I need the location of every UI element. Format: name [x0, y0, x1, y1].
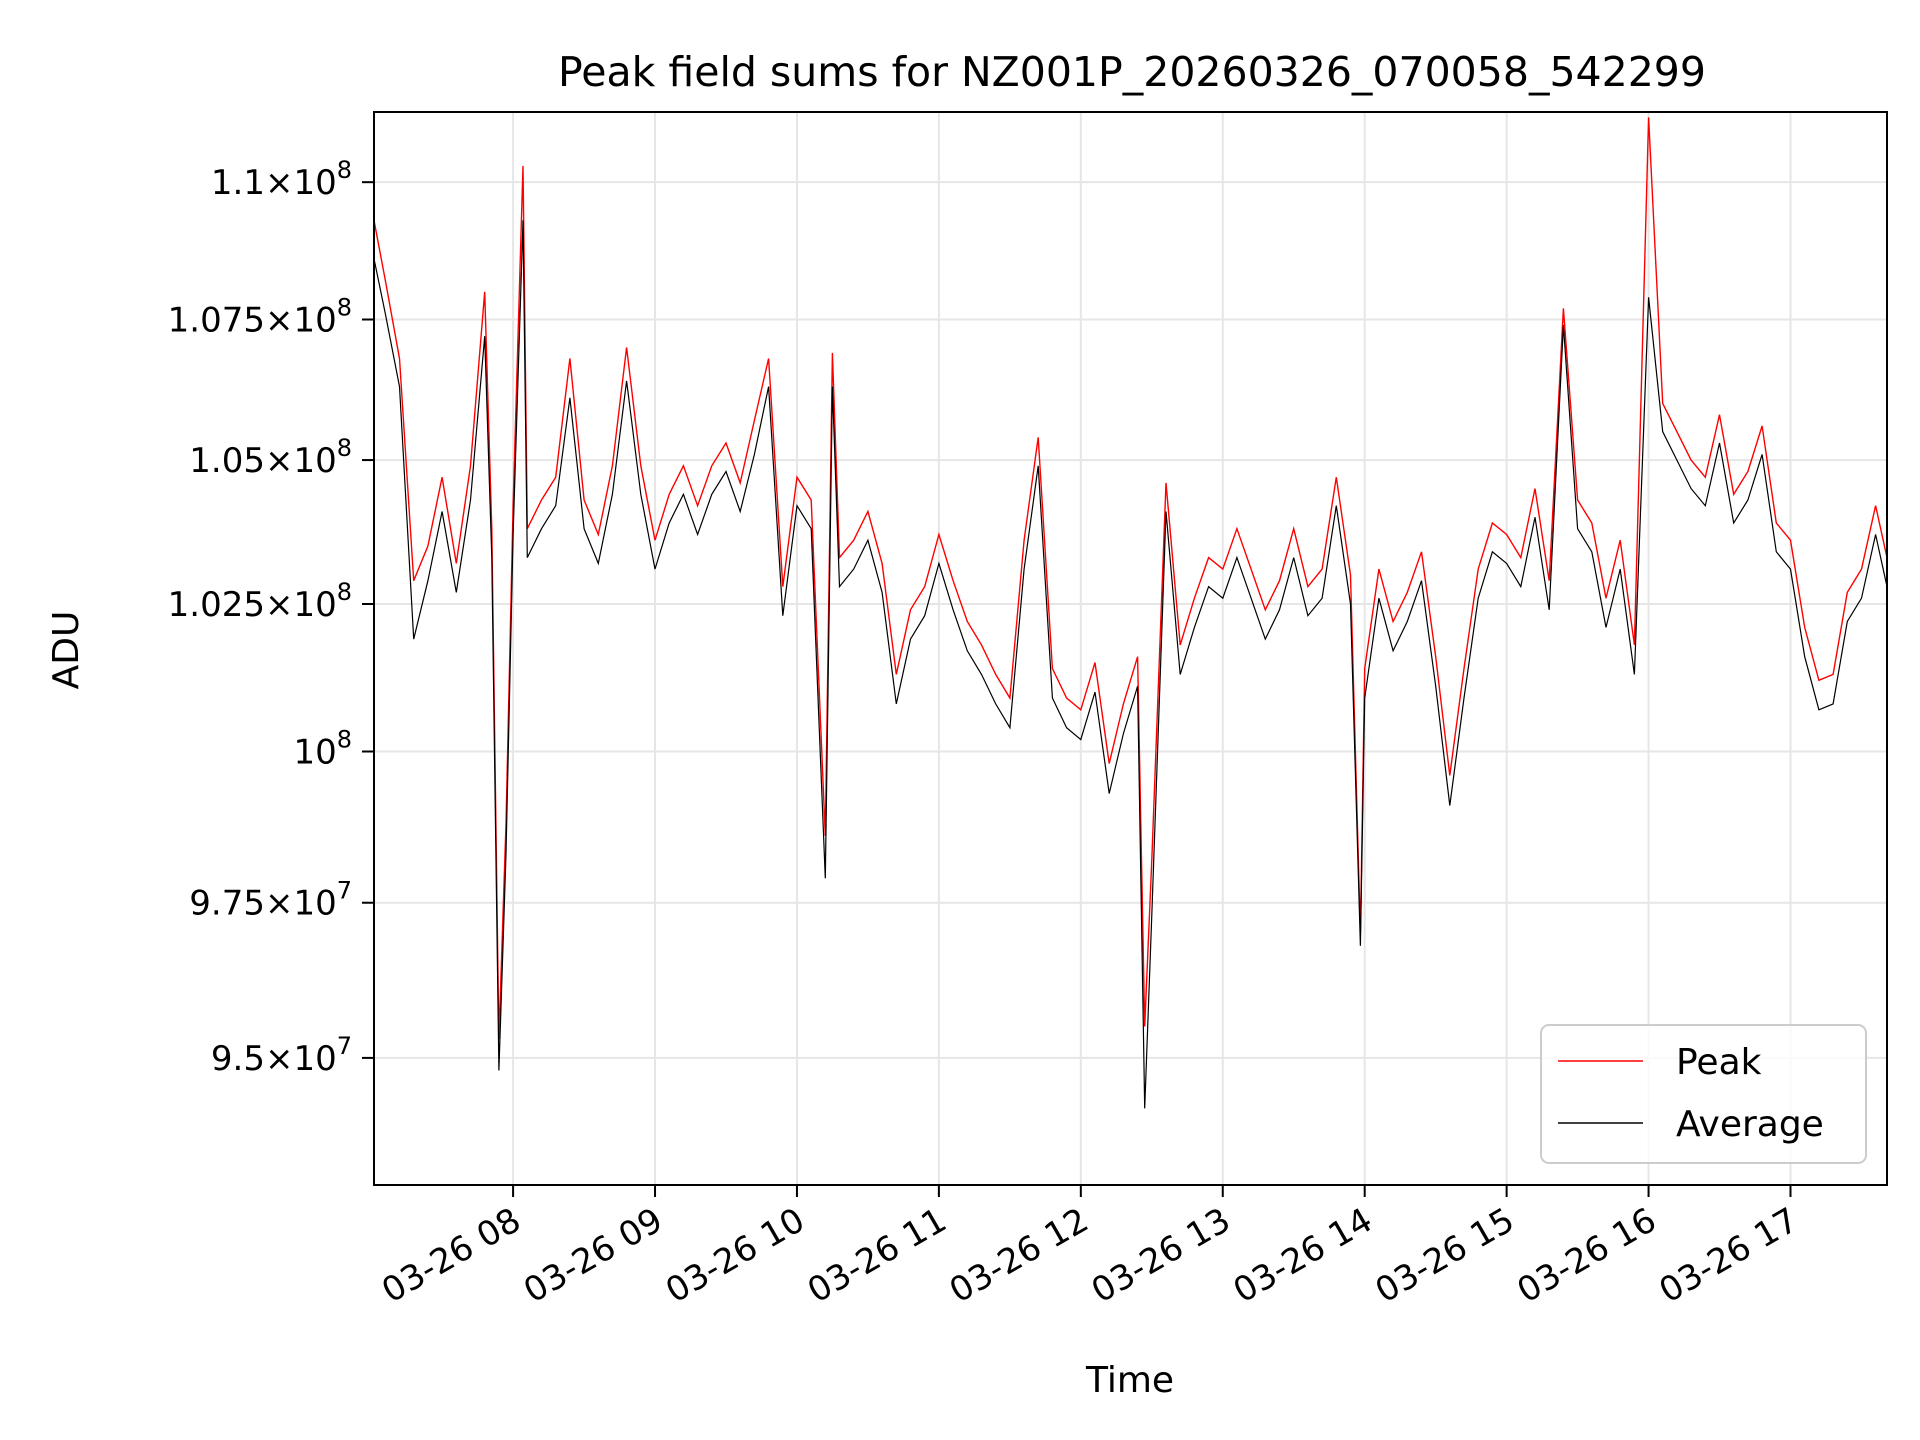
peak-series-line [374, 117, 1887, 1040]
y-tick-mantissa: 1.075×10 [168, 301, 337, 341]
y-tick-mantissa: 9.75×10 [189, 884, 336, 924]
series-group [374, 117, 1887, 1109]
y-tick-exponent: 8 [337, 294, 352, 322]
y-tick-mantissa: 1.1×10 [211, 163, 337, 203]
y-tick-label: 1.1×108 [211, 156, 352, 203]
x-axis-label: Time [1085, 1360, 1174, 1401]
y-tick-exponent: 8 [337, 726, 352, 754]
y-tick-label: 9.75×107 [189, 877, 352, 924]
y-tick-label: 9.5×107 [211, 1032, 352, 1079]
y-tick-label: 1.025×108 [168, 578, 352, 625]
legend: Peak Average [1540, 1024, 1867, 1164]
y-tick-mantissa: 1.025×10 [168, 585, 337, 625]
y-tick-exponent: 8 [337, 156, 352, 184]
y-axis-ticks: 9.5×1079.75×1071081.025×1081.05×1081.075… [168, 156, 374, 1079]
legend-label-average: Average [1676, 1104, 1824, 1145]
y-tick-mantissa: 10 [293, 733, 336, 773]
y-tick-label: 1.05×108 [189, 434, 352, 481]
average-series-line [374, 220, 1887, 1109]
legend-box [1540, 1024, 1867, 1164]
y-tick-label: 108 [293, 726, 352, 773]
y-axis-label: ADU [46, 611, 87, 690]
y-tick-mantissa: 9.5×10 [211, 1039, 337, 1079]
y-tick-exponent: 8 [337, 578, 352, 606]
y-tick-label: 1.075×108 [168, 294, 352, 341]
plot-frame [373, 111, 1888, 1186]
y-tick-exponent: 7 [337, 1032, 352, 1060]
y-tick-exponent: 8 [337, 434, 352, 462]
chart-title: Peak field sums for NZ001P_20260326_0700… [558, 48, 1706, 96]
y-tick-mantissa: 1.05×10 [189, 441, 336, 481]
y-tick-exponent: 7 [337, 877, 352, 905]
legend-label-peak: Peak [1676, 1042, 1762, 1083]
